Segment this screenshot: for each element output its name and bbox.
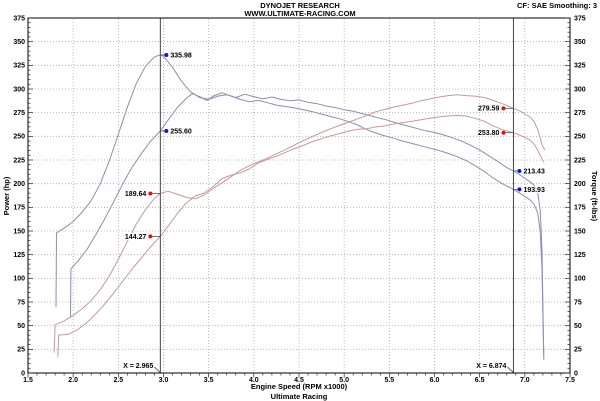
x-tick-label: 3.5 [204, 377, 214, 384]
y-tick-label-left: 250 [13, 134, 25, 141]
axis-ticks [27, 17, 571, 378]
marker-value-label: 335.98 [170, 52, 192, 59]
curve-torque-run2 [70, 92, 545, 357]
y-tick-label-left: 100 [13, 276, 25, 283]
curve-torque-run1 [55, 54, 545, 361]
y-tick-label-right: 25 [574, 347, 582, 354]
curve-power-run2 [57, 115, 545, 358]
x-tick-label: 6.0 [430, 377, 440, 384]
y-tick-label-left: 75 [17, 299, 25, 306]
y-tick-label-left: 275 [13, 110, 25, 117]
tick-labels: 0 0 25 25 50 50 75 75 100 100 125 125 150 150 175 175 20… [13, 15, 585, 384]
y-tick-label-left: 350 [13, 39, 25, 46]
marker-value-label: 213.43 [523, 168, 545, 175]
y-tick-label-right: 125 [574, 252, 586, 259]
x-tick-label: 5.5 [384, 377, 394, 384]
y-tick-label-left: 150 [13, 228, 25, 235]
cursor-label-leader [507, 366, 514, 373]
x-tick-label: 1.5 [23, 377, 33, 384]
marker-dot-power [501, 130, 506, 135]
chart-title-line1: DYNOJET RESEARCH [260, 1, 340, 10]
x-tick-label: 6.5 [475, 377, 485, 384]
y-tick-label-right: 275 [574, 110, 586, 117]
curves [53, 54, 546, 361]
cursor-label-leader [154, 366, 161, 373]
cursor-x-label: X = 2.965 [123, 363, 153, 370]
x-tick-label: 7.5 [565, 377, 575, 384]
marker-value-label: 255.60 [170, 128, 192, 135]
marker-value-label: 189.64 [125, 191, 147, 198]
correction-smoothing-label: CF: SAE Smoothing: 3 [517, 1, 597, 10]
marker-value-label: 279.59 [478, 106, 500, 113]
marker-dot-power [148, 234, 153, 239]
y-tick-label-right: 150 [574, 228, 586, 235]
y-tick-label-right: 50 [574, 323, 582, 330]
marker-dot-torque [517, 187, 522, 192]
marker-dot-torque [164, 52, 169, 57]
cursor-x-label: X = 6.874 [476, 363, 506, 370]
y-tick-label-right: 250 [574, 134, 586, 141]
x-tick-label: 2.5 [113, 377, 123, 384]
marker-dot-power [501, 106, 506, 111]
chart-title-line2: WWW.ULTIMATE-RACING.COM [244, 9, 355, 18]
y-tick-label-left: 25 [17, 347, 25, 354]
y-tick-label-left: 175 [13, 205, 25, 212]
y-tick-label-left: 0 [21, 370, 25, 377]
y-tick-label-right: 225 [574, 157, 586, 164]
curve-power-run1 [53, 94, 546, 353]
x-axis-label: Engine Speed (RPM x1000) [251, 382, 348, 391]
y-tick-label-right: 300 [574, 86, 586, 93]
marker-dot-power [148, 191, 153, 196]
marker-value-label: 253.80 [478, 130, 500, 137]
footer-brand: Ultimate Racing [271, 392, 328, 401]
marker-dot-torque [164, 129, 169, 134]
y-tick-label-right: 175 [574, 205, 586, 212]
y-tick-label-right: 325 [574, 63, 586, 70]
cursor-lines: X = 2.965 X = 6.874 [122, 18, 514, 373]
x-tick-label: 7.0 [520, 377, 530, 384]
y-axis-label-power: Power (hp) [2, 176, 11, 215]
marker-value-label: 193.93 [523, 187, 545, 194]
y-tick-label-left: 200 [13, 181, 25, 188]
x-tick-label: 5.0 [339, 377, 349, 384]
y-tick-label-right: 75 [574, 299, 582, 306]
y-tick-label-right: 0 [574, 370, 578, 377]
x-tick-label: 2.0 [68, 377, 78, 384]
y-tick-label-left: 300 [13, 86, 25, 93]
y-tick-label-left: 325 [13, 63, 25, 70]
y-tick-label-right: 200 [574, 181, 586, 188]
y-tick-label-left: 225 [13, 157, 25, 164]
x-tick-label: 4.0 [249, 377, 259, 384]
value-markers: 335.98 255.60 189.64 144.27 279.59 253.80 213.… [124, 51, 546, 241]
y-tick-label-right: 350 [574, 39, 586, 46]
marker-dot-torque [517, 168, 522, 173]
y-tick-label-right: 100 [574, 276, 586, 283]
y-tick-label-left: 125 [13, 252, 25, 259]
y-tick-label-left: 50 [17, 323, 25, 330]
gridlines [29, 19, 569, 372]
y-tick-label-left: 375 [13, 15, 25, 22]
x-tick-label: 4.5 [294, 377, 304, 384]
marker-value-label: 144.27 [125, 234, 147, 241]
x-tick-label: 3.0 [159, 377, 169, 384]
y-axis-label-torque: Torque (ft-lbs) [590, 171, 599, 222]
y-tick-label-right: 375 [574, 15, 586, 22]
